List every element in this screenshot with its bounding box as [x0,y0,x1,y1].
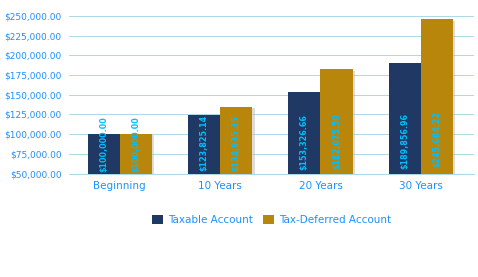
Bar [291,93,323,213]
Text: $153,326.66: $153,326.66 [300,114,309,170]
Bar [288,92,320,213]
Bar [220,107,252,213]
Text: $189,856.96: $189,856.96 [400,113,409,169]
Text: $245,684.22: $245,684.22 [433,111,441,167]
Bar [122,135,154,213]
Bar [223,108,255,213]
Bar [190,117,223,213]
Text: $123,825.14: $123,825.14 [199,115,208,171]
Bar [323,71,355,213]
Legend: Taxable Account, Tax-Deferred Account: Taxable Account, Tax-Deferred Account [148,211,395,229]
Bar [424,20,456,213]
Text: $182,075.50: $182,075.50 [332,113,341,170]
Bar [421,19,453,213]
Bar [389,63,421,213]
Bar [391,65,424,213]
Bar [90,135,122,213]
Text: $100,000.00: $100,000.00 [99,116,108,172]
Bar [120,134,152,213]
Bar [87,134,120,213]
Bar [320,70,353,213]
Bar [188,116,220,213]
Text: $100,000.00: $100,000.00 [131,116,140,172]
Text: $134,935.35: $134,935.35 [232,115,240,171]
